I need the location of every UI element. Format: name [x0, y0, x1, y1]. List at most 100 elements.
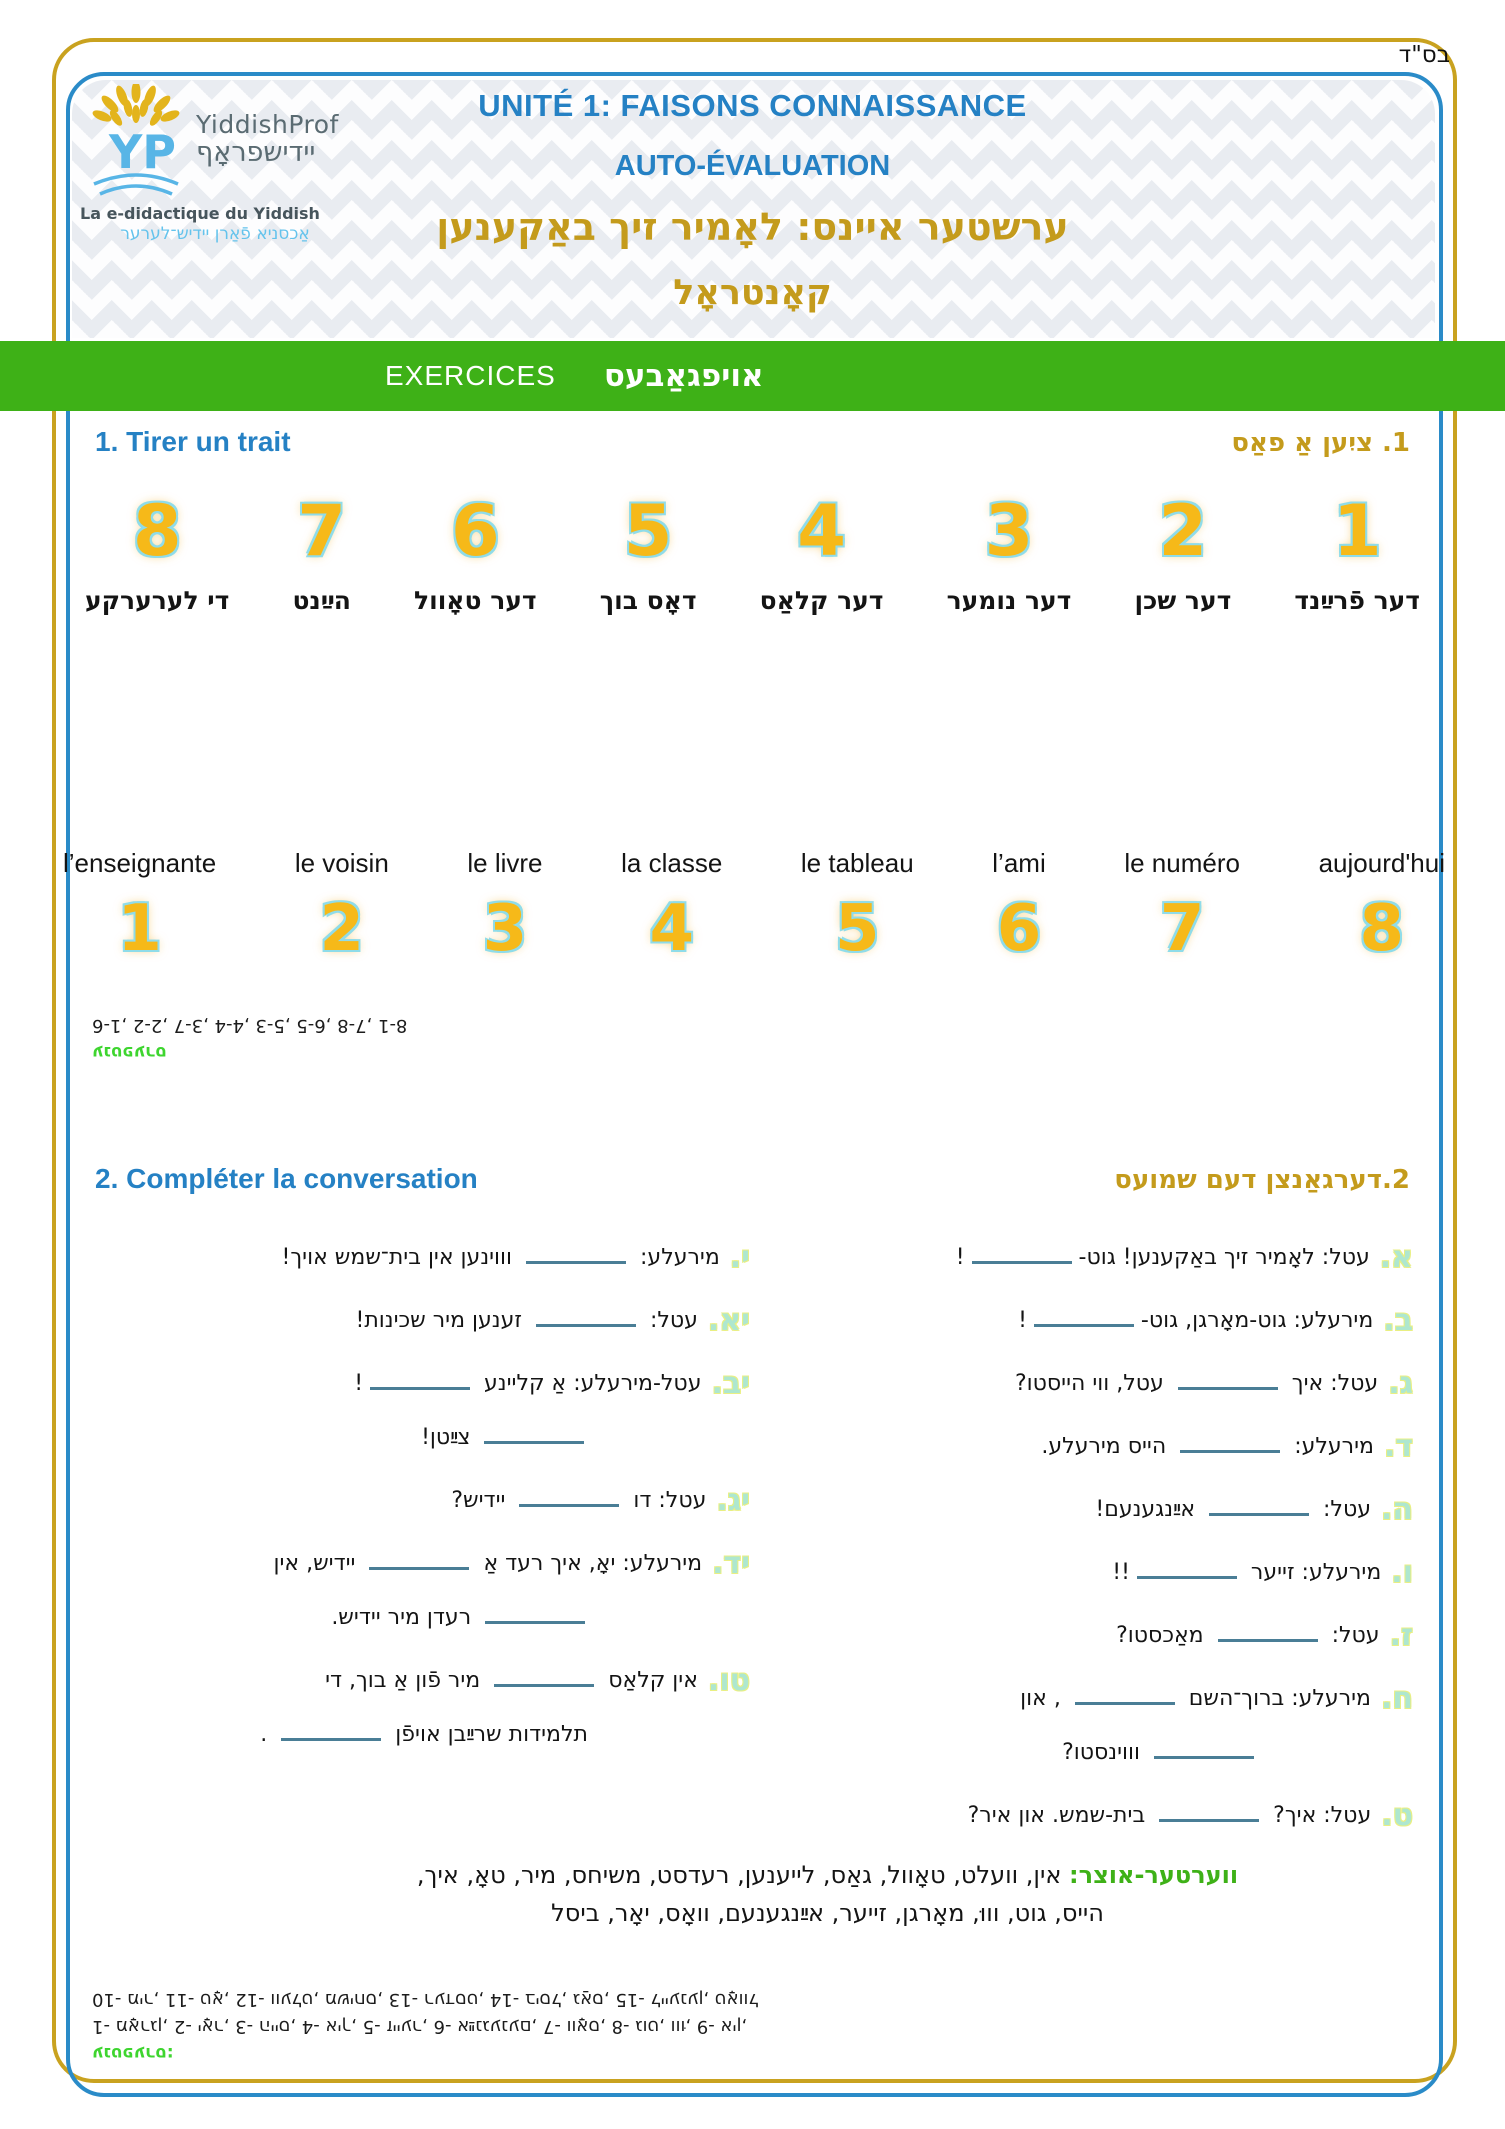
match-number[interactable]: 5: [623, 490, 673, 572]
fill-in-blank[interactable]: [1209, 1499, 1310, 1516]
conversation-line: עטל: זענען מיר שכינות!: [355, 1308, 698, 1333]
item-marker: טו.: [707, 1663, 750, 1698]
conversation-line: צײַטן!: [95, 1421, 701, 1455]
header-titles: UNITÉ 1: FAISONS CONNAISSANCE AUTO-ÉVALU…: [0, 88, 1505, 313]
match-number[interactable]: 2: [319, 892, 365, 966]
match-item: l’enseignante 1: [63, 848, 216, 965]
unit-title: UNITÉ 1: FAISONS CONNAISSANCE: [478, 88, 1027, 123]
match-number[interactable]: 8: [1359, 892, 1405, 966]
fill-in-blank[interactable]: [1153, 1742, 1254, 1759]
yiddish-word: דער שכן: [1134, 586, 1232, 615]
kontrol-subtitle: קאָנטראָל: [673, 273, 832, 313]
vocabulary-block: ווערטער-אוצר: אין, וועלט, טאָוול, גאַס, …: [210, 1856, 1445, 1932]
logo-name-yiddish: יידישפראָף: [196, 137, 316, 168]
conversation-line: עטל-מירעלע: אַ קליינע !: [354, 1371, 702, 1396]
conversation-line: מירעלע: יאָ, איך רעד אַ יידיש, אין: [273, 1551, 703, 1576]
french-word: l’enseignante: [63, 848, 217, 878]
conversation-line: עטל: איך עטל, ווי הייסטו?: [1014, 1371, 1379, 1396]
conversation-item: ג. עטל: איך עטל, ווי הייסטו?: [941, 1367, 1413, 1401]
fill-in-blank[interactable]: [1177, 1373, 1278, 1390]
conversation-left-column: י. מירעלע: וווינען אין בית־שמש אויך! יא.…: [95, 1241, 750, 1862]
fill-in-blank[interactable]: [485, 1607, 586, 1624]
match-number[interactable]: 8: [132, 490, 182, 572]
match-number[interactable]: 3: [984, 490, 1034, 572]
fill-in-blank[interactable]: [281, 1724, 382, 1741]
match-number[interactable]: 4: [797, 490, 846, 572]
conversation-line: מירעלע: גוט-מאָרגן, גוט-!: [1018, 1308, 1374, 1333]
fill-in-blank[interactable]: [526, 1247, 627, 1264]
banner-label-french: EXERCICES: [385, 360, 556, 391]
fill-in-blank[interactable]: [1217, 1625, 1318, 1642]
yiddish-word: דער נומער: [946, 586, 1072, 615]
match-item: le numéro 7: [1124, 848, 1240, 965]
tree-logo-icon: YP: [92, 84, 180, 196]
match-item: le tableau 5: [801, 848, 914, 965]
conversation-line: מירעלע: זייער !!: [1112, 1560, 1382, 1585]
yiddish-word: דער טאָוול: [414, 586, 537, 615]
match-item: 3 דער נומער: [947, 492, 1072, 615]
fill-in-blank[interactable]: [1159, 1805, 1260, 1822]
conversation-line: עטל: דו יידיש?: [451, 1488, 707, 1513]
answer-key-label: ענטפערס:: [92, 2043, 174, 2063]
match-number[interactable]: 6: [450, 490, 500, 572]
match-number[interactable]: 7: [1159, 892, 1205, 966]
item-marker: ח.: [1380, 1681, 1413, 1716]
bsd-inscription: בס"ד: [1398, 42, 1450, 68]
item-marker: א.: [1379, 1240, 1413, 1275]
match-number[interactable]: 7: [297, 490, 347, 572]
conversation-item: יג. עטל: דו יידיש?: [95, 1484, 750, 1518]
match-number[interactable]: 1: [1332, 490, 1382, 572]
conversation-line: עטל: מאַכסטו?: [1116, 1623, 1380, 1648]
fill-in-blank[interactable]: [1033, 1310, 1134, 1327]
yiddish-word: די לערערקע: [85, 586, 230, 615]
item-marker: ה.: [1380, 1492, 1413, 1527]
french-word: la classe: [621, 848, 723, 878]
match-number[interactable]: 5: [835, 892, 880, 966]
conversation-item: יא. עטל: זענען מיר שכינות!: [95, 1304, 750, 1338]
match-item: 4 דער קלאַס: [760, 492, 884, 615]
fill-in-blank[interactable]: [370, 1373, 471, 1390]
conversation-line: עטל: אײַנגענעם!: [1095, 1497, 1371, 1522]
item-marker: ו.: [1391, 1555, 1413, 1590]
unit-title-yiddish: ערשטער איינס: לאָמיר זיך באַקענען: [436, 205, 1069, 249]
fill-in-blank[interactable]: [971, 1247, 1072, 1264]
item-marker: יג.: [716, 1483, 750, 1518]
match-item: 8 די לערערקע: [85, 492, 229, 615]
conversation-line: רעדן מיר יידיש.: [95, 1601, 702, 1635]
match-item: la classe 4: [621, 848, 722, 965]
match-number[interactable]: 1: [117, 892, 162, 966]
item-marker: ט.: [1381, 1798, 1413, 1833]
fill-in-blank[interactable]: [519, 1490, 620, 1507]
match-number[interactable]: 6: [996, 892, 1042, 966]
conversation-line: וווינסטו?: [941, 1736, 1371, 1770]
matching-yiddish-row: 8 די לערערקע 7 הײַנט 6 דער טאָוול 5 דאָס בוך…: [85, 492, 1420, 615]
french-word: aujourd'hui: [1318, 848, 1445, 878]
yiddish-word: דער קלאַס: [759, 586, 884, 615]
item-marker: יב.: [711, 1366, 750, 1401]
conversation-item: יד. מירעלע: יאָ, איך רעד אַ יידיש, אין ר…: [95, 1547, 750, 1635]
item-marker: ד.: [1383, 1429, 1413, 1464]
fill-in-blank[interactable]: [1180, 1436, 1281, 1453]
fill-in-blank[interactable]: [494, 1670, 595, 1687]
french-word: l’ami: [992, 848, 1046, 878]
item-marker: יא.: [707, 1303, 750, 1338]
fill-in-blank[interactable]: [1136, 1562, 1237, 1579]
item-marker: י.: [729, 1240, 750, 1275]
match-number[interactable]: 2: [1158, 490, 1208, 572]
exercise2-title-yiddish: 2.דערגאַנצן דעם שמועס: [1114, 1165, 1410, 1195]
conversation-right-column: א. עטל: לאָמיר זיך באַקענען! גוט-! ב. מי…: [941, 1241, 1413, 1862]
yiddishprof-logo: YP YiddishProf יידישפראָף La e-didactiqu…: [80, 84, 350, 244]
french-word: le livre: [467, 848, 543, 878]
answer-key-values: 1-6, 2-2, 3-7, 4-4, 5-3, 6-5, 7-8, 8-1: [92, 1015, 408, 1036]
match-item: 1 דער פֿרײַנד: [1294, 492, 1420, 615]
answer-key-line1: 1- מאָרגן, 2- יאָר, 3- הייס, 4- איך, 5- …: [92, 2016, 748, 2037]
answer-key-label: ענטפערס: [92, 1042, 167, 1062]
fill-in-blank[interactable]: [369, 1553, 470, 1570]
fill-in-blank[interactable]: [535, 1310, 636, 1327]
fill-in-blank[interactable]: [484, 1427, 585, 1444]
exercise1-answer-key: ענטפערס 1-6, 2-2, 3-7, 4-4, 5-3, 6-5, 7-…: [92, 1012, 540, 1065]
match-number[interactable]: 4: [649, 892, 694, 966]
fill-in-blank[interactable]: [1074, 1688, 1175, 1705]
match-number[interactable]: 3: [482, 892, 528, 966]
